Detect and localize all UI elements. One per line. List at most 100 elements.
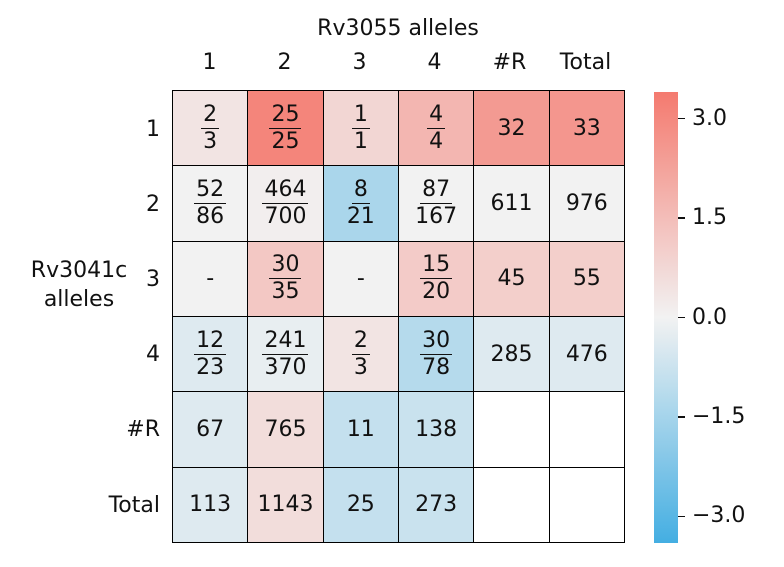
fraction-numerator: 12 (194, 327, 227, 355)
fraction-denominator: 3 (203, 128, 218, 154)
heatmap-cell: 25 (322, 466, 399, 543)
heatmap-cell: 52 86 (172, 165, 249, 242)
fraction-denominator: 21 (346, 203, 375, 229)
cell-value: 476 (565, 341, 608, 367)
heatmap-cell: 55 (548, 240, 625, 317)
fraction-numerator: 25 (269, 101, 302, 129)
colorbar-tick-label: −1.5 (692, 403, 746, 429)
fraction-denominator: 86 (196, 203, 225, 229)
heatmap-cell: 67 (172, 391, 249, 468)
fraction-numerator: 1 (351, 101, 370, 129)
col-header-3: 3 (352, 50, 367, 75)
row-header-1: 1 (146, 117, 160, 142)
heatmap-cell: 113 (172, 466, 249, 543)
fraction-numerator: 87 (420, 176, 453, 204)
col-header-total: Total (559, 50, 612, 75)
heatmap-cell: 765 (247, 391, 324, 468)
heatmap-cell: 285 (473, 316, 550, 393)
fraction-denominator: 23 (196, 354, 225, 380)
row-header-4: 4 (146, 342, 160, 367)
heatmap-cell: 273 (398, 466, 475, 543)
fraction-denominator: 370 (264, 354, 307, 380)
fraction-numerator: 241 (262, 327, 309, 355)
colorbar-tick-label: 0.0 (692, 304, 727, 330)
heatmap-cell: 30 78 (398, 316, 475, 393)
fraction-numerator: 2 (351, 327, 370, 355)
cell-fraction: 25 25 (269, 101, 302, 155)
fraction-denominator: 25 (271, 128, 300, 154)
fraction-denominator: 78 (422, 354, 451, 380)
colorbar-tick-label: 1.5 (692, 205, 727, 230)
cell-fraction: 8 21 (347, 177, 375, 230)
heatmap-cell: 32 (473, 90, 550, 167)
cell-value: 33 (572, 115, 601, 141)
row-header-r: #R (126, 417, 160, 442)
colorbar-tick-label: 3.0 (692, 105, 727, 131)
heatmap-cell: 464 700 (247, 165, 324, 242)
heatmap-cell: - (322, 240, 399, 317)
cell-fraction: 464 700 (262, 176, 309, 230)
fraction-numerator: 2 (201, 101, 220, 129)
heatmap-cell (473, 466, 550, 543)
colorbar-tick-label: −3.0 (692, 503, 746, 529)
fraction-denominator: 4 (429, 128, 444, 154)
heatmap-cell: 87 167 (398, 165, 475, 242)
heatmap-cell: 25 25 (247, 90, 324, 167)
cell-value: 285 (490, 341, 533, 367)
fraction-denominator: 35 (271, 279, 300, 305)
heatmap-cell: 976 (548, 165, 625, 242)
cell-value: 611 (490, 190, 533, 216)
y-axis-label-line2: alleles (43, 287, 115, 312)
fraction-denominator: 167 (415, 203, 458, 229)
y-axis-label-line1: Rv3041c (30, 258, 128, 283)
heatmap-cell (473, 391, 550, 468)
heatmap-cell: 33 (548, 90, 625, 167)
fraction-denominator: 700 (264, 203, 307, 229)
heatmap-cell: 8 21 (322, 165, 399, 242)
chart-title: Rv3055 alleles (317, 16, 479, 41)
heatmap-cell: 476 (548, 316, 625, 393)
cell-value: 1143 (257, 492, 314, 518)
cell-value: 32 (497, 115, 526, 141)
fraction-numerator: 464 (262, 176, 309, 204)
fraction-numerator: 4 (427, 101, 446, 129)
cell-value: 138 (415, 416, 458, 442)
cell-value: 113 (189, 492, 232, 518)
cell-fraction: 30 78 (420, 328, 453, 381)
heatmap-cell: - (172, 240, 249, 317)
colorbar-tick-mark (678, 515, 685, 518)
heatmap-cell: 241 370 (247, 316, 324, 393)
row-header-2: 2 (146, 192, 160, 217)
cell-fraction: 52 86 (194, 177, 227, 230)
heatmap-grid: 2 3 25 25 1 1 4 4 32 33 52 86 464 700 8 21 87 167 611 976-3… (172, 90, 625, 543)
cell-value: 55 (572, 266, 601, 292)
cell-fraction: 15 20 (420, 252, 453, 305)
fraction-denominator: 1 (353, 128, 368, 154)
fraction-numerator: 30 (269, 252, 302, 280)
heatmap-cell: 11 (322, 391, 399, 468)
col-header-1: 1 (202, 50, 217, 75)
row-header-total: Total (108, 493, 160, 518)
cell-value: - (356, 266, 365, 292)
heatmap-cell: 45 (473, 240, 550, 317)
cell-fraction: 12 23 (194, 327, 227, 381)
colorbar-tick-mark (678, 217, 685, 219)
fraction-numerator: 8 (351, 176, 370, 204)
cell-value: - (206, 266, 215, 292)
cell-value: 976 (565, 190, 608, 216)
heatmap-cell (548, 466, 625, 543)
cell-value: 67 (196, 416, 225, 442)
cell-value: 45 (497, 266, 526, 292)
heatmap-cell: 30 35 (247, 240, 324, 317)
cell-value: 273 (415, 492, 458, 518)
fraction-numerator: 15 (420, 252, 453, 280)
fraction-denominator: 20 (422, 279, 451, 305)
